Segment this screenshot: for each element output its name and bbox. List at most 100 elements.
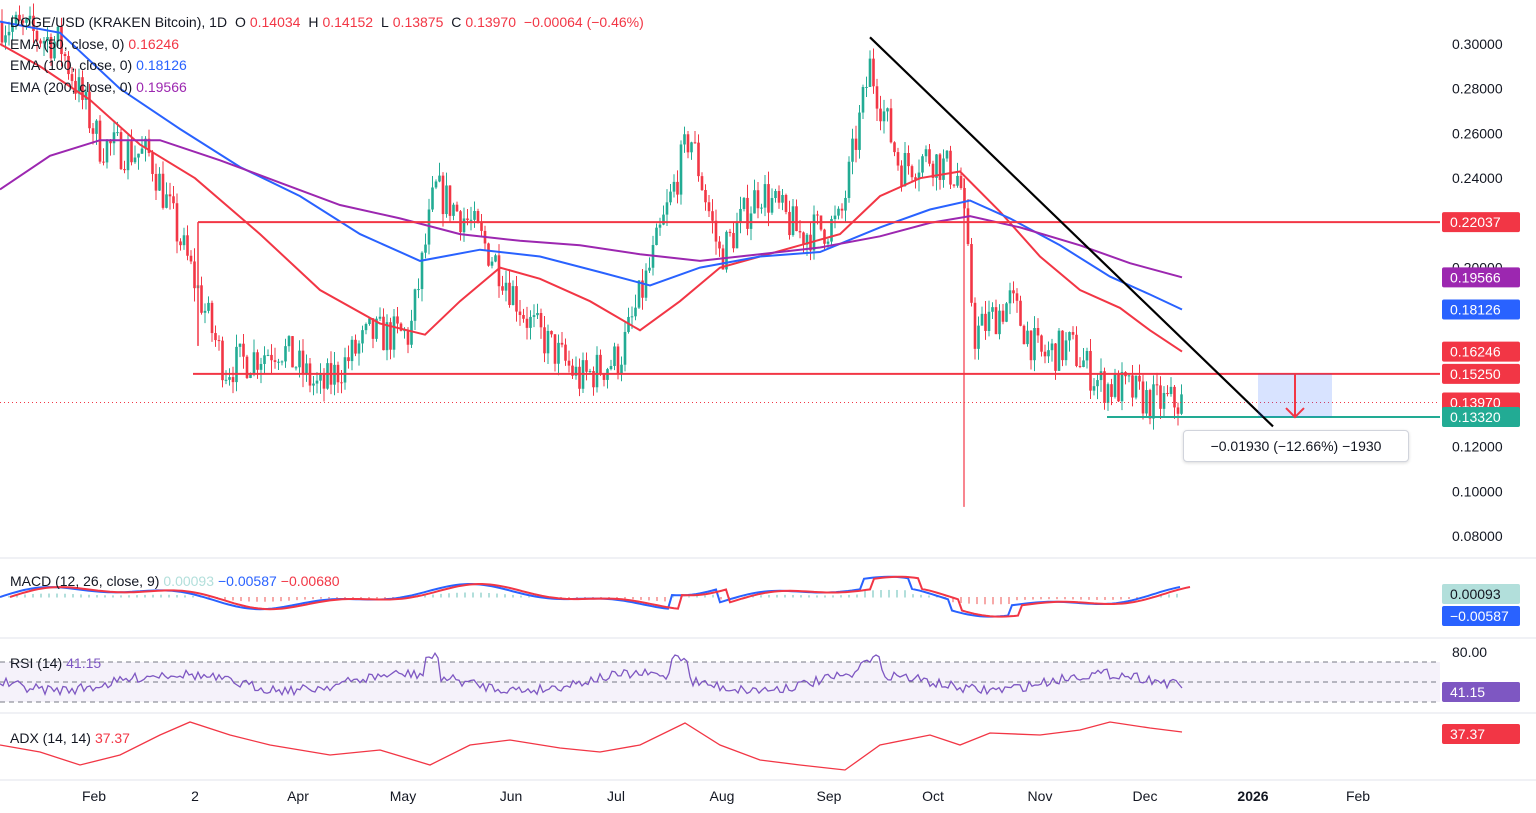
x-tick-label: Jul xyxy=(607,788,625,804)
candle-body xyxy=(980,313,984,326)
candle-body xyxy=(200,285,203,313)
candle-body xyxy=(410,320,413,345)
macd-hist-bar xyxy=(448,593,450,598)
macd-hist-bar xyxy=(144,594,146,598)
candle-body xyxy=(193,261,196,289)
ema200-legend[interactable]: EMA (200, close, 0) 0.19566 xyxy=(10,78,191,96)
downtrend-line xyxy=(869,36,1274,428)
macd-hist-bar xyxy=(304,597,306,600)
rsi-legend[interactable]: RSI (14) 41.15 xyxy=(10,654,105,672)
x-tick-label: May xyxy=(390,788,416,804)
candle-body xyxy=(994,307,998,335)
candle-body xyxy=(347,357,350,362)
candle-body xyxy=(952,184,956,186)
macd-hist-bar xyxy=(456,592,458,598)
macd-hist-bar xyxy=(888,589,890,598)
candle-body xyxy=(434,181,438,188)
candle-body xyxy=(378,316,382,319)
macd-hist-bar xyxy=(920,594,922,598)
candle-body xyxy=(665,202,669,215)
candle-body xyxy=(546,330,550,354)
candle-body xyxy=(1075,334,1078,366)
x-tick-label: Apr xyxy=(287,788,309,804)
candle-body xyxy=(368,318,371,325)
macd-hist-bar xyxy=(152,594,154,598)
price-tag-label: 0.18126 xyxy=(1450,302,1501,318)
macd-hist-bar xyxy=(288,597,290,601)
candle-body xyxy=(553,334,557,364)
candle-body xyxy=(305,363,308,375)
candle-body xyxy=(63,54,67,56)
rsi-value: 41.15 xyxy=(66,655,102,671)
macd-hist-value: 0.00093 xyxy=(163,573,214,589)
ema50-legend[interactable]: EMA (50, close, 0) 0.16246 xyxy=(10,35,183,53)
rsi-pane: 80.00 41.15 xyxy=(0,644,1520,703)
candle-body xyxy=(147,138,151,153)
y-tick-label: 0.30000 xyxy=(1452,36,1503,52)
candle-body xyxy=(998,310,1001,335)
adx-legend[interactable]: ADX (14, 14) 37.37 xyxy=(10,729,134,747)
x-tick-label: Aug xyxy=(710,788,735,804)
candle-body xyxy=(326,363,329,389)
candle-body xyxy=(1131,375,1134,398)
candle-body xyxy=(1012,290,1015,294)
adx-label: ADX (14, 14) xyxy=(10,730,91,746)
candle-body xyxy=(172,196,175,204)
candle-body xyxy=(179,241,182,246)
candle-body xyxy=(417,289,420,291)
candle-body xyxy=(1162,392,1166,409)
candle-body xyxy=(641,280,644,298)
x-tick-label: 2 xyxy=(191,788,199,804)
candle-body xyxy=(424,244,427,253)
candle-body xyxy=(361,330,364,344)
candle-body xyxy=(259,363,263,370)
candle-body xyxy=(942,158,945,180)
candle-body xyxy=(854,138,858,150)
candle-body xyxy=(791,206,795,236)
candle-body xyxy=(693,142,697,144)
candle-body xyxy=(658,224,662,228)
macd-hist-bar xyxy=(96,595,98,598)
adx-line xyxy=(0,721,1183,771)
candle-body xyxy=(987,311,991,331)
candle-body xyxy=(501,286,504,291)
macd-hist-bar xyxy=(984,597,986,605)
macd-hist-bar xyxy=(424,595,426,598)
candle-body xyxy=(578,366,581,389)
adx-tag xyxy=(1442,724,1520,744)
candle-body xyxy=(1110,384,1113,397)
candle-body xyxy=(462,218,466,233)
candle-body xyxy=(602,374,606,380)
candle-body xyxy=(844,197,847,211)
macd-hist-bar xyxy=(128,595,130,598)
candle-body xyxy=(637,280,641,308)
macd-hist-bar xyxy=(504,594,506,598)
macd-legend[interactable]: MACD (12, 26, close, 9) 0.00093 −0.00587 −0… xyxy=(10,572,344,590)
candle-body xyxy=(910,166,914,178)
x-tick-label: Jun xyxy=(500,788,523,804)
ema100-legend[interactable]: EMA (100, close, 0) 0.18126 xyxy=(10,56,191,74)
macd-hist-bar xyxy=(720,597,722,600)
candle-body xyxy=(1138,375,1141,382)
candle-body xyxy=(1068,332,1071,341)
candle-body xyxy=(907,153,910,167)
macd-hist-bar xyxy=(1024,597,1026,600)
candle-body xyxy=(319,374,322,381)
candle-body xyxy=(959,175,963,188)
high-label: H xyxy=(308,14,319,30)
candle-body xyxy=(301,350,305,375)
candle-body xyxy=(718,241,721,249)
macd-hist-bar xyxy=(776,594,778,598)
macd-hist-bar xyxy=(80,594,82,598)
candle-body xyxy=(1155,384,1159,386)
macd-hist-bar xyxy=(136,595,138,598)
macd-hist-bar xyxy=(384,597,386,599)
candle-body xyxy=(4,35,7,43)
candle-body xyxy=(18,14,21,21)
candle-body xyxy=(7,31,11,36)
candle-body xyxy=(711,211,714,221)
macd-hist-bar xyxy=(488,592,490,598)
ema-line xyxy=(0,43,1183,353)
macd-hist-bar xyxy=(1112,597,1114,600)
